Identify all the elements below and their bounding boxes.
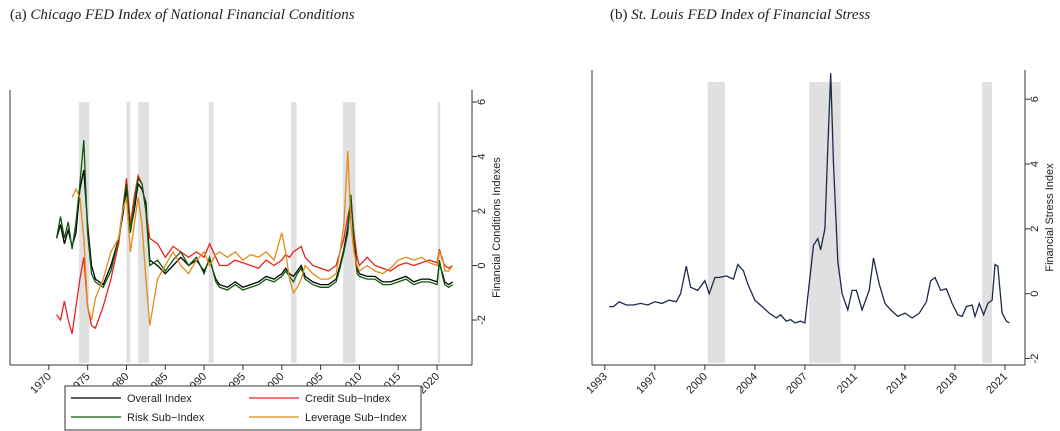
x-tick-label: 2021 — [984, 371, 1010, 397]
x-tick-label: 2014 — [884, 371, 910, 397]
legend-label: Leverage Sub−Index — [305, 412, 407, 424]
recession-band — [982, 82, 993, 363]
recession-band — [291, 102, 297, 363]
series-line — [609, 73, 1010, 324]
series-line — [56, 173, 453, 334]
legend-label: Risk Sub−Index — [127, 412, 205, 424]
recession-band — [79, 102, 90, 363]
x-tick-label: 2000 — [684, 371, 710, 397]
legend-label: Overall Index — [127, 393, 192, 405]
recession-band — [208, 102, 214, 363]
recession-band — [707, 82, 725, 363]
caption-a: (a) Chicago FED Index of National Financ… — [10, 6, 558, 25]
x-tick-label: 2007 — [784, 371, 810, 397]
y-tick-label: 4 — [476, 153, 488, 159]
x-tick-label: 2004 — [734, 371, 760, 397]
x-tick-label: 1993 — [584, 371, 610, 397]
recession-band — [437, 102, 441, 363]
chart-title: St. Louis FED Index of Financial Stress — [631, 7, 871, 23]
y-tick-label: 2 — [1029, 226, 1041, 232]
y-tick-label: 6 — [476, 99, 488, 105]
series-line — [55, 169, 453, 289]
recession-band — [138, 102, 149, 363]
y-axis-title: Financial Conditions Indexes — [491, 157, 503, 298]
y-tick-label: 6 — [1029, 96, 1041, 102]
panel-label: (a) — [10, 7, 27, 23]
x-tick-label: 2011 — [835, 371, 860, 396]
y-tick-label: 0 — [1029, 291, 1041, 297]
caption-b: (b) St. Louis FED Index of Financial Str… — [610, 6, 1050, 25]
y-tick-label: -2 — [1029, 354, 1041, 364]
series-line — [71, 151, 454, 326]
y-axis-title: Financial Stress Index — [1044, 163, 1056, 272]
y-tick-label: 0 — [476, 262, 488, 268]
x-tick-label: 1970 — [28, 371, 54, 397]
recession-band — [343, 102, 356, 363]
x-tick-label: 1997 — [634, 371, 660, 397]
chart-title: Chicago FED Index of National Financial … — [30, 7, 355, 23]
legend-label: Credit Sub−Index — [305, 393, 391, 405]
legend-box — [64, 385, 422, 431]
y-tick-label: 2 — [476, 208, 488, 214]
y-tick-label: 4 — [1029, 161, 1041, 167]
panel-label: (b) — [610, 7, 628, 23]
series-line — [55, 140, 453, 291]
x-tick-label: 2018 — [934, 371, 960, 397]
y-tick-label: -2 — [476, 315, 488, 325]
